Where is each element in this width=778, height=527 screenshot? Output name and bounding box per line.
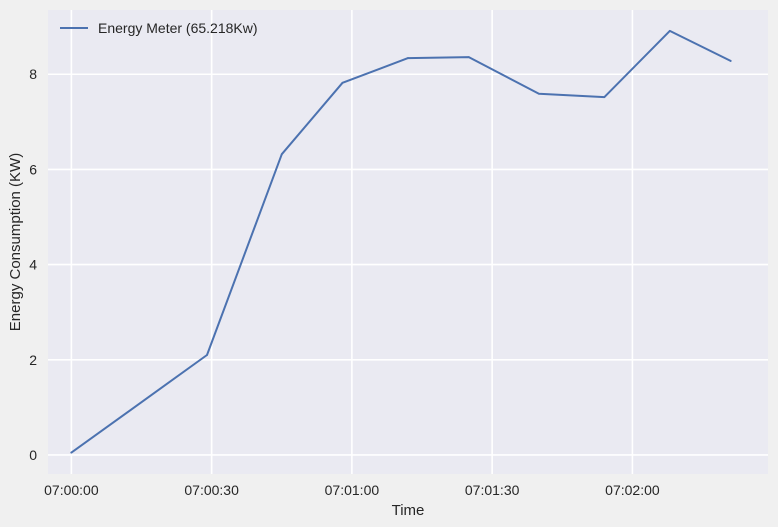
series-lines xyxy=(70,29,732,454)
y-tick-label: 8 xyxy=(29,66,37,82)
data-point xyxy=(206,354,208,356)
data-point xyxy=(603,96,606,98)
data-point xyxy=(70,451,73,454)
y-tick-label: 4 xyxy=(29,257,37,273)
x-tick-label: 07:00:30 xyxy=(184,482,239,498)
x-tick-label: 07:01:00 xyxy=(325,482,380,498)
grid-lines xyxy=(48,10,768,474)
data-point xyxy=(538,92,540,95)
y-tick-label: 2 xyxy=(29,352,37,368)
series-line xyxy=(70,29,732,454)
tick-labels: 07:00:00 07:00:30 07:01:00 07:01:30 07:02:00… xyxy=(29,66,660,498)
x-axis-label: Time xyxy=(392,502,425,519)
x-tick-label: 07:02:00 xyxy=(605,482,660,498)
y-tick-label: 6 xyxy=(29,161,37,177)
x-tick-label: 07:01:30 xyxy=(465,482,520,498)
data-point xyxy=(467,56,470,59)
y-tick-label: 0 xyxy=(29,447,37,463)
legend-label: Energy Meter (65.218Kw) xyxy=(98,20,258,36)
data-point xyxy=(407,57,409,59)
x-tick-label: 07:00:00 xyxy=(44,482,99,498)
data-point xyxy=(668,30,671,32)
data-point xyxy=(729,60,732,62)
data-point xyxy=(280,153,283,156)
data-point xyxy=(341,81,344,84)
plot-area xyxy=(48,10,768,474)
legend: Energy Meter (65.218Kw) xyxy=(60,20,258,36)
y-axis-label: Energy Consumption (KW) xyxy=(7,153,24,331)
